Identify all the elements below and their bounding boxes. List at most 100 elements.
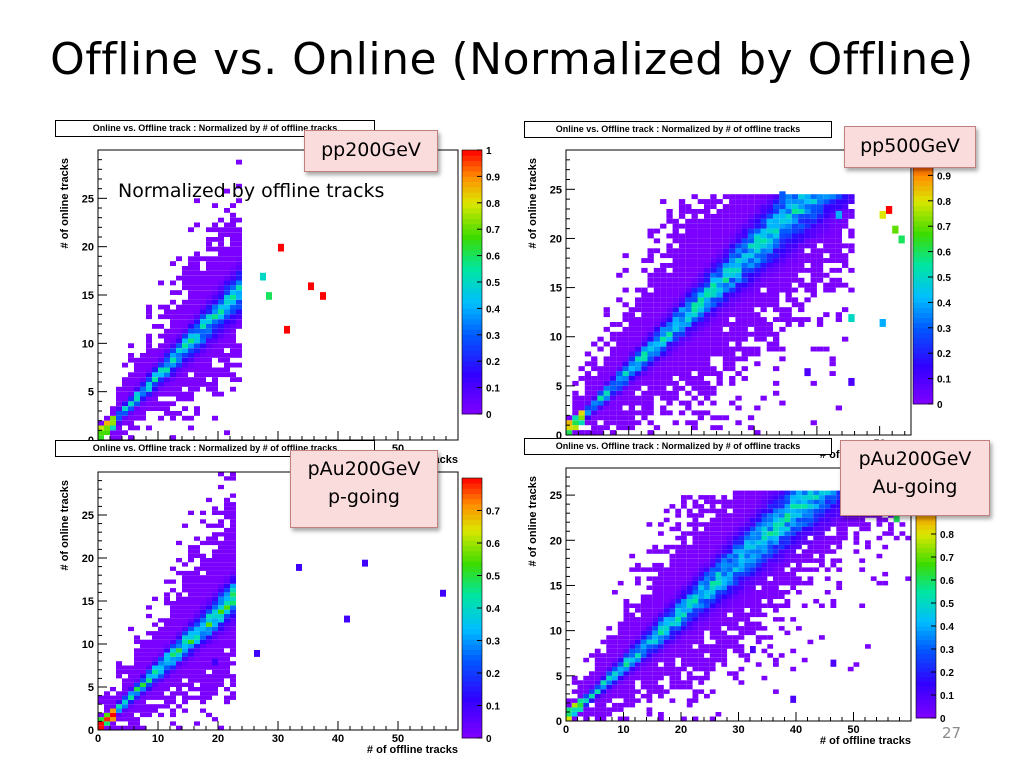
heatmap-bin: [158, 644, 164, 649]
heatmap-bin: [653, 366, 661, 372]
heatmap-bin: [848, 213, 855, 219]
heatmap-bin: [603, 376, 610, 381]
heatmap-bin: [738, 571, 745, 577]
heatmap-bin: [813, 549, 820, 554]
heatmap-bin: [791, 243, 799, 249]
heatmap-bin: [672, 253, 679, 259]
heatmap-bin: [212, 285, 218, 291]
heatmap-bin: [766, 213, 773, 219]
heatmap-bin: [681, 499, 687, 505]
heatmap-bin: [591, 341, 598, 347]
heatmap-bin: [617, 621, 624, 627]
heatmap-outlier-bin: [320, 292, 326, 300]
heatmap-bin: [629, 702, 636, 708]
heatmap-bin: [721, 657, 728, 663]
heatmap-bin: [170, 644, 176, 649]
heatmap-bin: [835, 243, 842, 249]
heatmap-bin: [747, 228, 755, 234]
color-scale-label: 0.5: [940, 599, 954, 610]
heatmap-bin: [646, 522, 653, 527]
heatmap-bin: [669, 621, 676, 627]
heatmap-bin: [829, 204, 836, 209]
heatmap-bin: [824, 549, 831, 554]
heatmap-bin: [212, 338, 218, 344]
heatmap-bin: [641, 346, 648, 352]
heatmap-bin: [698, 662, 705, 667]
heatmap-bin: [224, 609, 230, 614]
heatmap-bin: [816, 248, 824, 254]
heatmap-bin: [224, 596, 230, 601]
heatmap-bin: [865, 540, 871, 545]
heatmap-bin: [709, 517, 716, 523]
heatmap-bin: [666, 371, 673, 376]
color-scale-step: [916, 529, 936, 535]
heatmap-bin: [194, 566, 200, 571]
heatmap-bin: [798, 322, 805, 327]
heatmap-bin: [715, 635, 722, 640]
heatmap-bin: [729, 376, 736, 381]
heatmap-bin: [134, 415, 140, 421]
heatmap-bin: [623, 644, 630, 649]
heatmap-bin: [629, 612, 636, 618]
heatmap-bin: [164, 656, 170, 662]
heatmap-bin: [230, 601, 236, 606]
heatmap-bin: [779, 267, 786, 273]
heatmap-bin: [848, 209, 855, 214]
heatmap-bin: [675, 522, 682, 527]
heatmap-bin: [212, 319, 218, 324]
heatmap-bin: [176, 609, 182, 614]
heatmap-bin: [801, 517, 808, 523]
heatmap-bin: [766, 302, 773, 308]
heatmap-bin: [635, 689, 641, 694]
color-scale-step: [916, 690, 936, 696]
heatmap-bin: [747, 415, 755, 421]
heatmap-bin: [804, 317, 811, 322]
heatmap-bin: [685, 331, 692, 337]
heatmap-bin: [230, 290, 236, 295]
heatmap-bin: [819, 544, 825, 550]
heatmap-bin: [212, 510, 218, 515]
heatmap-bin: [735, 194, 742, 200]
heatmap-bin: [672, 218, 679, 224]
heatmap-bin: [675, 599, 682, 604]
heatmap-bin: [754, 317, 761, 322]
heatmap-bin: [686, 635, 693, 640]
heatmap-bin: [164, 704, 170, 709]
heatmap-bin: [721, 513, 728, 518]
heatmap-bin: [669, 576, 676, 581]
heatmap-bin: [686, 558, 693, 563]
heatmap-bin: [785, 253, 792, 259]
heatmap-bin: [609, 380, 617, 386]
heatmap-bin: [716, 282, 723, 288]
heatmap-bin: [785, 263, 792, 268]
heatmap-bin: [697, 248, 704, 254]
heatmap-bin: [623, 671, 630, 676]
heatmap-bin: [675, 621, 682, 627]
heatmap-bin: [609, 415, 617, 421]
heatmap-bin: [224, 532, 230, 537]
heatmap-bin: [716, 371, 723, 376]
color-scale-step: [462, 504, 482, 510]
heatmap-bin: [597, 380, 604, 386]
heatmap-bin: [710, 204, 717, 209]
heatmap-bin: [666, 292, 673, 298]
heatmap-bin: [200, 328, 206, 334]
heatmap-bin: [790, 522, 797, 527]
heatmap-bin: [206, 674, 212, 679]
heatmap-bin: [685, 267, 692, 273]
heatmap-bin: [801, 508, 808, 514]
color-scale-label: 0.5: [486, 278, 500, 289]
heatmap-bin: [170, 411, 176, 416]
heatmap-bin: [606, 698, 613, 703]
heatmap-bin: [176, 372, 182, 378]
heatmap-bin: [640, 594, 647, 599]
heatmap-bin: [653, 272, 661, 278]
heatmap-bin: [813, 531, 820, 536]
heatmap-bin: [194, 362, 200, 368]
heatmap-bin: [778, 522, 785, 527]
heatmap-bin: [704, 366, 711, 372]
heatmap-bin: [146, 353, 152, 358]
heatmap-bin: [816, 204, 824, 209]
heatmap-bin: [591, 395, 598, 401]
heatmap-bin: [230, 266, 236, 271]
